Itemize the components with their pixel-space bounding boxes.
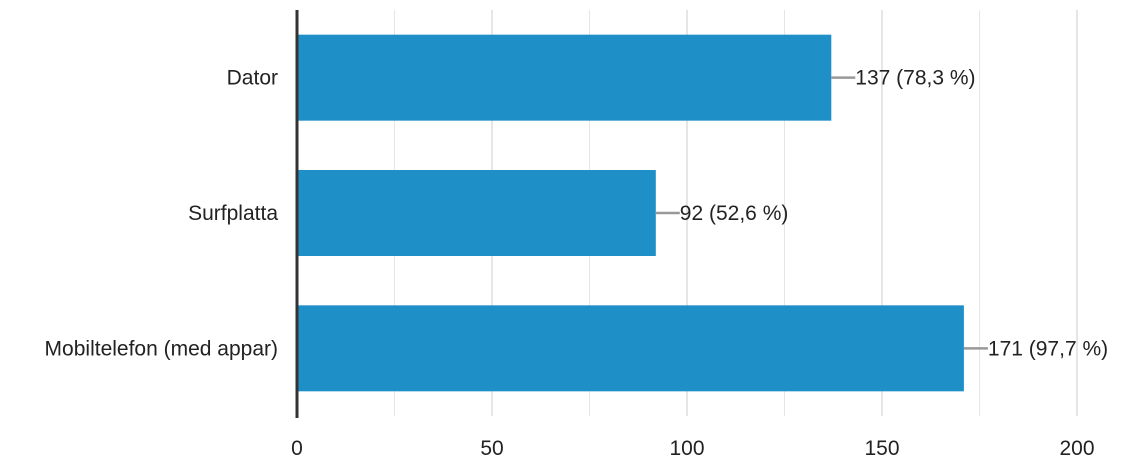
bar [297, 305, 964, 392]
data-label: 92 (52,6 %) [680, 202, 789, 225]
bar [297, 34, 832, 121]
data-label: 171 (97,7 %) [988, 337, 1108, 360]
x-tick-label: 200 [1059, 437, 1094, 457]
bar [297, 170, 656, 256]
bars [297, 34, 964, 392]
x-tick-label: 0 [291, 437, 303, 457]
category-label: Dator [227, 67, 278, 90]
labels: 0 50 100 150 200 Dator 137 (78,3 %) Surfplatta 9… [45, 67, 1109, 457]
x-tick-label: 100 [669, 437, 704, 457]
category-label: Mobiltelefon (med appar) [45, 337, 278, 360]
data-label: 137 (78,3 %) [855, 67, 975, 90]
category-label: Surfplatta [188, 202, 278, 225]
x-tick-label: 150 [864, 437, 899, 457]
x-tick-label: 50 [480, 437, 503, 457]
